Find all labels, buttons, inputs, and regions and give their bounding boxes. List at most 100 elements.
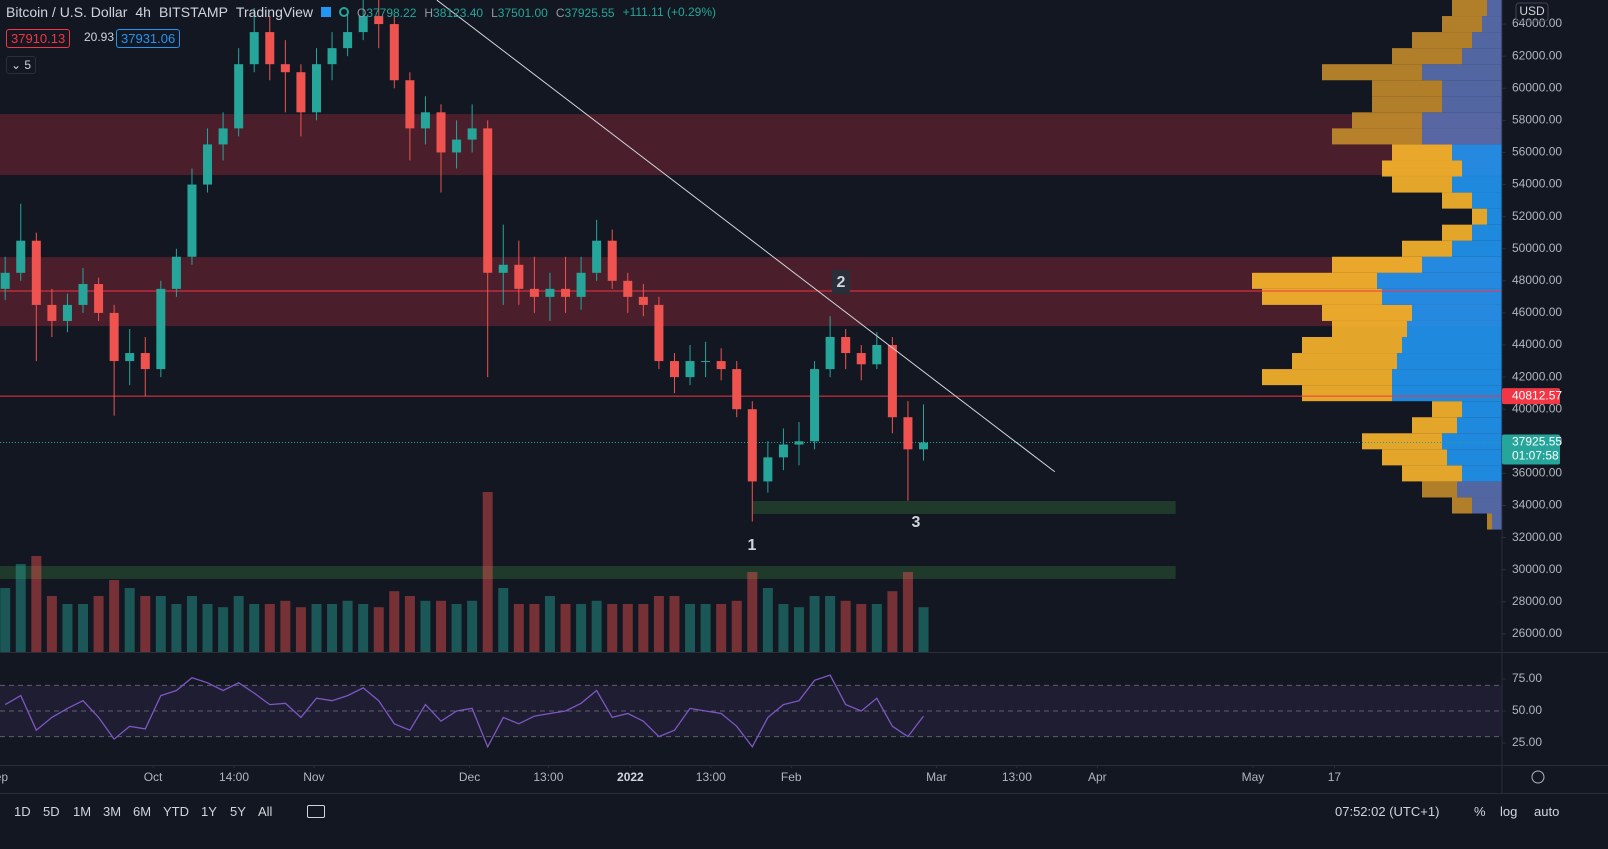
profile-down [1302,336,1402,354]
ohlc-value: 37501.00 [497,6,548,20]
candle-body [62,304,72,321]
profile-up [1397,353,1502,370]
volume-bar [436,600,447,652]
x-tick-label: 13:00 [696,770,726,784]
volume-bar [171,604,182,652]
volume-bar [622,604,633,652]
volume-bar [451,604,462,652]
candle-body [171,256,181,289]
candle-body [654,304,664,362]
currency[interactable]: USD [1519,4,1545,18]
profile-up [1452,144,1502,161]
bottom-toolbar: 1D 5D 1M 3M 6M YTD 1Y 5Y All 07:52:02 (U… [0,795,1608,827]
profile-up [1382,288,1502,305]
annotation-box [832,270,850,294]
candle-body [405,80,415,129]
range-button[interactable]: 3M [103,804,122,819]
profile-down [1402,465,1462,482]
range-button[interactable]: 5Y [230,804,246,819]
profile-up [1472,497,1502,514]
auto-toggle[interactable]: auto [1534,804,1560,819]
profile-up [1487,0,1502,17]
candle-body [763,457,773,482]
volume-bar [124,588,135,652]
candle-body [47,304,57,321]
countdown: 01:07:58 [1512,449,1559,463]
x-tick-label: Nov [303,770,324,784]
settings-icon[interactable] [1531,770,1545,784]
range-button[interactable]: 5D [43,804,60,819]
date-range-icon[interactable] [307,805,325,818]
zone [0,565,1176,579]
profile-down [1412,32,1472,49]
profile-up [1452,240,1502,257]
ohlc-key: O [356,6,367,20]
profile-up [1472,32,1502,49]
volume-bar [762,588,773,652]
zone [0,257,1502,327]
profile-down [1402,240,1452,257]
candle-body [16,240,26,273]
y-tick-label: 30000.00 [1512,562,1562,576]
profile-up [1402,336,1502,354]
range-button[interactable]: 6M [133,804,152,819]
symbol: Bitcoin / U.S. Dollar [6,4,128,20]
bid[interactable]: 37910.13 [6,29,71,48]
y-tick-label: 42000.00 [1512,369,1562,383]
profile-up [1462,48,1502,65]
ask[interactable]: 37931.06 [116,29,181,48]
candle-body [669,361,679,378]
profile-up [1457,481,1502,498]
volume-bar [218,607,229,652]
range-button[interactable]: 1M [73,804,92,819]
percent-toggle[interactable]: % [1474,804,1486,819]
currency-button[interactable] [1515,2,1549,22]
profile-up [1407,320,1502,337]
candle-body [514,264,524,289]
profile-up [1442,96,1502,113]
candle-body [623,280,633,297]
range-button[interactable]: 1Y [201,804,217,819]
profile-down [1332,320,1407,337]
volume-bar [295,607,306,652]
line-price-label-box [1502,388,1560,405]
profile-up [1422,112,1502,129]
volume-bar [747,572,758,652]
profile-down [1332,256,1422,273]
range-button[interactable]: 1D [14,804,31,819]
range-button[interactable]: YTD [163,804,189,819]
y-tick-label: 60000.00 [1512,80,1562,94]
volume-bar [342,600,353,652]
volume-bar [685,604,696,652]
x-tick-label: Dec [459,770,480,784]
x-tick-label: Oct [144,770,163,784]
y-tick-label: 54000.00 [1512,177,1562,191]
volume-bar [311,604,322,652]
volume-bar [529,604,540,652]
volume-bar [78,604,89,652]
candle-body [825,336,835,370]
candle-body [592,240,602,273]
indicators-toggle[interactable]: ⌄ 5 [6,56,37,74]
volume-bar [840,600,851,652]
profile-up [1472,224,1502,241]
candle-body [94,284,104,313]
y-tick-label: 62000.00 [1512,48,1562,62]
candle-body [856,353,866,365]
profile-down [1372,80,1442,97]
volume-bar [887,591,898,652]
candle-body [374,16,384,25]
annotation: 3 [912,514,921,531]
candle-body [265,32,275,65]
source: TradingView [235,4,313,20]
profile-up [1462,160,1502,177]
x-tick-label: May [1242,770,1265,784]
log-toggle[interactable]: log [1500,804,1518,819]
spread: 20.93 [84,30,115,44]
ohlc-key: C [555,6,565,20]
volume-bar [482,492,493,652]
profile-up [1422,64,1502,81]
range-button[interactable]: All [258,804,273,819]
